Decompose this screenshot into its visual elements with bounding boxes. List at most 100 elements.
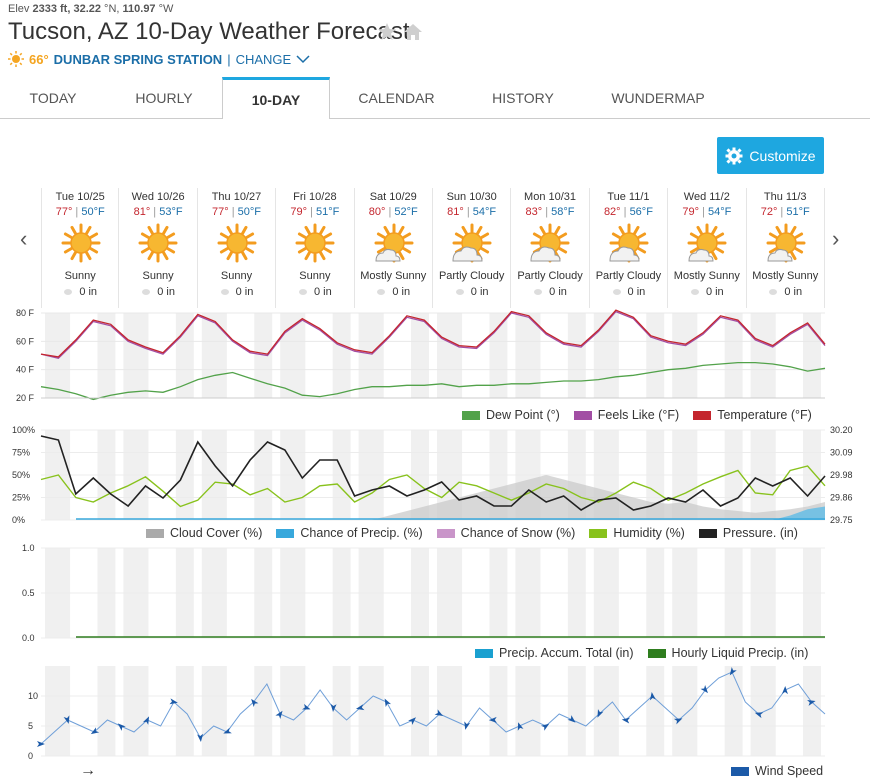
day-condition: Mostly Sunny: [360, 270, 427, 282]
day-card[interactable]: Mon 10/31 83° | 58°F Partly Cloudy 0 in: [511, 188, 590, 308]
night-band: [201, 666, 227, 756]
day-condition: Mostly Sunny: [673, 270, 740, 282]
next-days-arrow[interactable]: ›: [832, 226, 840, 251]
series-line-0: [40, 361, 826, 401]
day-card[interactable]: Wed 11/2 79° | 54°F Mostly Sunny 0 in: [668, 188, 747, 308]
wind-arrow: [169, 698, 178, 705]
night-band: [280, 666, 306, 756]
legend-hourly-precip[interactable]: Hourly Liquid Precip. (in): [671, 646, 809, 660]
day-precip-value: 0 in: [549, 286, 567, 298]
station-name[interactable]: DUNBAR SPRING STATION: [53, 51, 223, 67]
wind-arrow: [355, 704, 365, 711]
night-band: [175, 666, 194, 756]
legend-pressure[interactable]: Pressure. (in): [722, 526, 798, 540]
sunny-icon: [138, 223, 178, 268]
night-band: [803, 666, 821, 756]
day-card[interactable]: Sat 10/29 80° | 52°F Mostly Sunny 0 in: [355, 188, 433, 308]
day-high: 72°: [760, 206, 778, 218]
day-condition: Sunny: [299, 270, 331, 282]
snow-chance-swatch: [436, 528, 455, 538]
y-tick-label: 100%: [12, 425, 35, 435]
tab-history[interactable]: HISTORY: [463, 77, 583, 119]
chevron-down-icon[interactable]: [296, 54, 310, 64]
legend-humidity[interactable]: Humidity (%): [613, 526, 685, 540]
legend-precip-accum[interactable]: Precip. Accum. Total (in): [499, 646, 634, 660]
nav-tabs: TODAY HOURLY 10-DAY CALENDAR HISTORY WUN…: [0, 77, 870, 120]
night-band: [254, 313, 273, 398]
night-band: [45, 666, 71, 756]
day-card[interactable]: Tue 10/25 77° | 50°F Sunny 0 in: [41, 188, 120, 308]
day-hilo: 80° | 52°F: [368, 206, 418, 218]
tab-label: HOURLY: [135, 90, 193, 106]
humidity-swatch: [589, 528, 608, 538]
legend-feels-like[interactable]: Feels Like (°F): [597, 408, 680, 422]
day-precip-value: 0 in: [470, 286, 489, 298]
wind-arrow: [700, 685, 708, 694]
mostly-sunny-icon: [766, 223, 806, 268]
day-card[interactable]: Sun 10/30 81° | 54°F Partly Cloudy 0 in: [433, 188, 512, 308]
y-tick-label-right: 29.86: [830, 493, 853, 503]
day-high: 83°: [525, 206, 543, 218]
night-band: [724, 313, 743, 398]
lat-unit: °N,: [104, 3, 120, 15]
tab-hourly[interactable]: HOURLY: [106, 77, 222, 119]
wind-arrow: [729, 667, 737, 676]
day-low: 58°F: [551, 206, 575, 218]
day-date: Fri 10/28: [293, 191, 337, 203]
day-high: 81°: [447, 206, 464, 218]
star-icon[interactable]: [377, 22, 397, 42]
customize-button[interactable]: Customize: [717, 137, 824, 174]
series-line-2: [40, 309, 826, 358]
day-card[interactable]: Tue 11/1 82° | 56°F Partly Cloudy 0 in: [590, 188, 669, 308]
day-low: 54°F: [707, 206, 732, 218]
partly-cloudy-icon: [530, 223, 570, 268]
wind-arrow: [488, 716, 497, 723]
tab-calendar[interactable]: CALENDAR: [330, 77, 463, 119]
day-card[interactable]: Thu 10/27 77° | 50°F Sunny 0 in: [198, 188, 277, 308]
tab-wundermap[interactable]: WUNDERMAP: [583, 77, 733, 119]
pressure-line: [40, 435, 826, 511]
wind-arrow: [408, 717, 416, 725]
change-station-link[interactable]: CHANGE: [235, 51, 292, 67]
legend-precip-chance[interactable]: Chance of Precip. (%): [300, 526, 423, 540]
day-precip-value: 0 in: [79, 286, 98, 298]
day-card[interactable]: Thu 11/3 72° | 51°F Mostly Sunny 0 in: [747, 188, 825, 308]
night-band: [97, 666, 116, 756]
mostly-sunny-icon: [687, 223, 727, 268]
day-high: 79°: [682, 206, 699, 218]
precip-accum-swatch: [475, 648, 493, 658]
day-hilo: 77° | 50°F: [55, 206, 105, 218]
night-band: [358, 666, 384, 756]
series-line-1: [40, 310, 826, 360]
day-low: 51°F: [316, 206, 340, 218]
day-low: 53°F: [159, 206, 183, 218]
day-hilo: 79° | 54°F: [682, 206, 732, 218]
day-precip: 0 in: [276, 286, 353, 298]
day-condition: Partly Cloudy: [595, 270, 662, 282]
day-condition: Partly Cloudy: [517, 270, 583, 282]
day-date: Sun 10/30: [446, 191, 497, 203]
day-low: 56°F: [629, 206, 653, 218]
prev-days-arrow[interactable]: ‹: [20, 226, 28, 251]
y-tick-label: 80 F: [16, 308, 35, 318]
legend-snow-chance[interactable]: Chance of Snow (%): [460, 526, 576, 540]
day-card[interactable]: Wed 10/26 81° | 53°F Sunny 0 in: [119, 188, 198, 308]
day-card[interactable]: Fri 10/28 79° | 51°F Sunny 0 in: [276, 188, 355, 308]
night-band: [593, 313, 619, 398]
y-tick-label: 20 F: [16, 393, 35, 403]
wind-arrow: [649, 692, 656, 701]
raindrop-icon: [455, 289, 464, 296]
night-band: [672, 313, 698, 398]
day-high: 77°: [211, 206, 229, 218]
y-tick-label-right: 30.20: [830, 425, 853, 435]
day-hilo: 77° | 50°F: [211, 206, 261, 218]
legend-temperature[interactable]: Temperature (°F): [717, 408, 812, 422]
home-icon[interactable]: [403, 22, 423, 42]
hourly-precip-swatch: [647, 648, 666, 658]
legend-wind-speed[interactable]: Wind Speed: [755, 764, 824, 778]
plot-area: [41, 313, 825, 398]
legend-dew-point[interactable]: Dew Point (°): [486, 408, 560, 422]
tab-10-day[interactable]: 10-DAY: [222, 77, 330, 120]
tab-today[interactable]: TODAY: [0, 77, 106, 119]
legend-cloud-cover[interactable]: Cloud Cover (%): [170, 526, 263, 540]
